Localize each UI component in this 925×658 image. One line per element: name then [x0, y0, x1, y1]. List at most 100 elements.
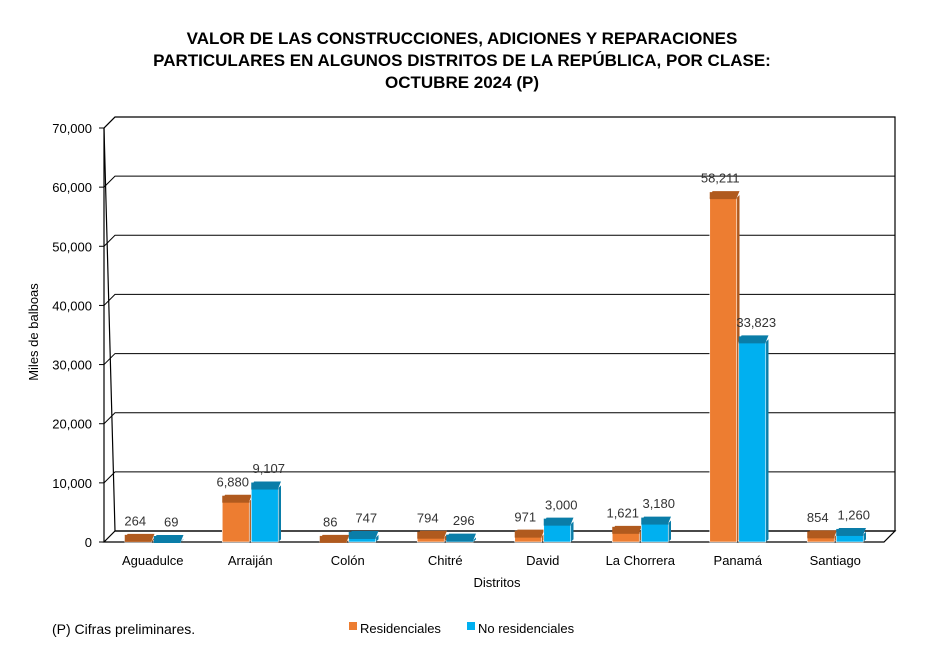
x-tick-label-6: Panamá [714, 553, 763, 568]
footnote: (P) Cifras preliminares. [52, 621, 195, 637]
legend: Residenciales No residenciales [349, 621, 575, 636]
x-tick-label-5: La Chorrera [606, 553, 676, 568]
y-tick-label-3: 30,000 [52, 358, 92, 373]
bar-no-residenciales-4 [543, 517, 574, 543]
gridline-6 [103, 175, 895, 188]
footnote-text: (P) Cifras preliminares. [52, 621, 195, 637]
x-tick-label-2: Colón [331, 553, 365, 568]
x-axis-ticks: Aguadulce Arraiján Colón Chitré David La Chor… [122, 553, 861, 568]
bar-cap [446, 534, 474, 542]
bars [124, 191, 866, 543]
bar-residenciales-3 [416, 530, 447, 543]
bar-cap [124, 534, 152, 542]
data-label-1-1: 9,107 [252, 461, 285, 476]
bar-cap [417, 531, 445, 539]
bar-side [473, 537, 476, 542]
x-axis-title: Distritos [474, 575, 521, 590]
bar-front [250, 487, 279, 543]
x-tick-label-4: David [526, 553, 559, 568]
x-tick-label-3: Chitré [428, 553, 463, 568]
x-tick-label-1: Arraiján [228, 553, 273, 568]
data-label-1-4: 3,000 [545, 497, 578, 512]
y-axis-ticks: 0 10,000 20,000 30,000 40,000 50,000 60,000 70,… [52, 121, 104, 550]
bar-cap [251, 482, 279, 490]
bar-cap [709, 192, 737, 200]
y-tick-label-2: 20,000 [52, 417, 92, 432]
bar-side [570, 521, 574, 542]
bar-side [278, 485, 281, 542]
bar-residenciales-6 [709, 191, 740, 543]
bar-cap [807, 531, 835, 539]
gridline-7 [103, 116, 895, 129]
gridline-4 [103, 293, 895, 306]
bar-cap [641, 517, 669, 525]
y-tick-label-0: 0 [85, 535, 92, 550]
axis-titles: Distritos Miles de balboas [26, 283, 521, 590]
back-wall [103, 116, 896, 532]
bar-front [738, 341, 767, 543]
bar-side [765, 339, 769, 542]
data-label-0-6: 58,211 [701, 171, 740, 186]
y-tick-label-6: 60,000 [52, 180, 92, 195]
bar-front [709, 197, 738, 543]
bar-cap [222, 495, 250, 503]
chart-title: VALOR DE LAS CONSTRUCCIONES, ADICIONES Y… [153, 29, 771, 92]
bar-cap [319, 535, 347, 543]
data-label-0-2: 86 [323, 514, 337, 529]
bar-cap [738, 336, 766, 344]
x-tick-label-0: Aguadulce [122, 553, 183, 568]
bar-no-residenciales-6 [738, 335, 769, 543]
gridline-2 [103, 412, 895, 425]
data-label-0-7: 854 [807, 510, 829, 525]
data-label-1-2: 747 [355, 511, 377, 526]
bar-cap [543, 518, 571, 526]
legend-swatch-1 [467, 622, 475, 630]
legend-label-1: No residenciales [478, 621, 575, 636]
data-label-0-4: 971 [514, 509, 536, 524]
y-axis-title: Miles de balboas [26, 283, 41, 381]
data-label-1-3: 296 [453, 513, 475, 528]
bar-front [543, 523, 572, 543]
gridline-3 [103, 353, 895, 365]
bar-cap [514, 530, 542, 538]
chart-title-line-3: OCTUBRE 2024 (P) [385, 73, 539, 92]
bar-no-residenciales-2 [348, 530, 379, 543]
data-label-1-0: 69 [164, 515, 178, 530]
bar-side [180, 538, 184, 542]
bar-side [375, 534, 379, 542]
bar-residenciales-4 [514, 529, 545, 543]
bar-residenciales-2 [319, 534, 350, 543]
data-label-0-1: 6,880 [216, 474, 249, 489]
y-tick-label-7: 70,000 [52, 121, 92, 136]
legend-label-0: Residenciales [360, 621, 441, 636]
data-label-1-6: 33,823 [736, 315, 776, 330]
data-label-1-7: 1,260 [837, 508, 870, 523]
bar-side [668, 520, 671, 542]
gridlines [103, 116, 895, 484]
bar-no-residenciales-1 [250, 481, 281, 543]
bar-no-residenciales-0 [153, 534, 184, 543]
gridline-5 [103, 234, 895, 247]
bar-no-residenciales-5 [640, 516, 671, 543]
bar-cap [153, 535, 181, 543]
bar-residenciales-7 [806, 530, 837, 543]
bar-no-residenciales-3 [445, 533, 476, 543]
bar-front [611, 532, 640, 543]
bar-cap [836, 528, 864, 536]
legend-swatch-0 [349, 622, 357, 630]
y-tick-label-5: 50,000 [52, 239, 92, 254]
bar-residenciales-5 [611, 525, 642, 543]
data-label-0-5: 1,621 [606, 505, 639, 520]
bar-cap [612, 526, 640, 534]
data-label-0-3: 794 [417, 510, 439, 525]
data-label-1-5: 3,180 [642, 496, 675, 511]
gridline-1 [103, 471, 895, 484]
chart-title-line-1: VALOR DE LAS CONSTRUCCIONES, ADICIONES Y… [187, 29, 738, 48]
bar-cap [348, 531, 376, 539]
bar-side [863, 531, 866, 542]
bar-front [221, 501, 250, 543]
chart-title-line-2: PARTICULARES EN ALGUNOS DISTRITOS DE LA … [153, 51, 771, 70]
